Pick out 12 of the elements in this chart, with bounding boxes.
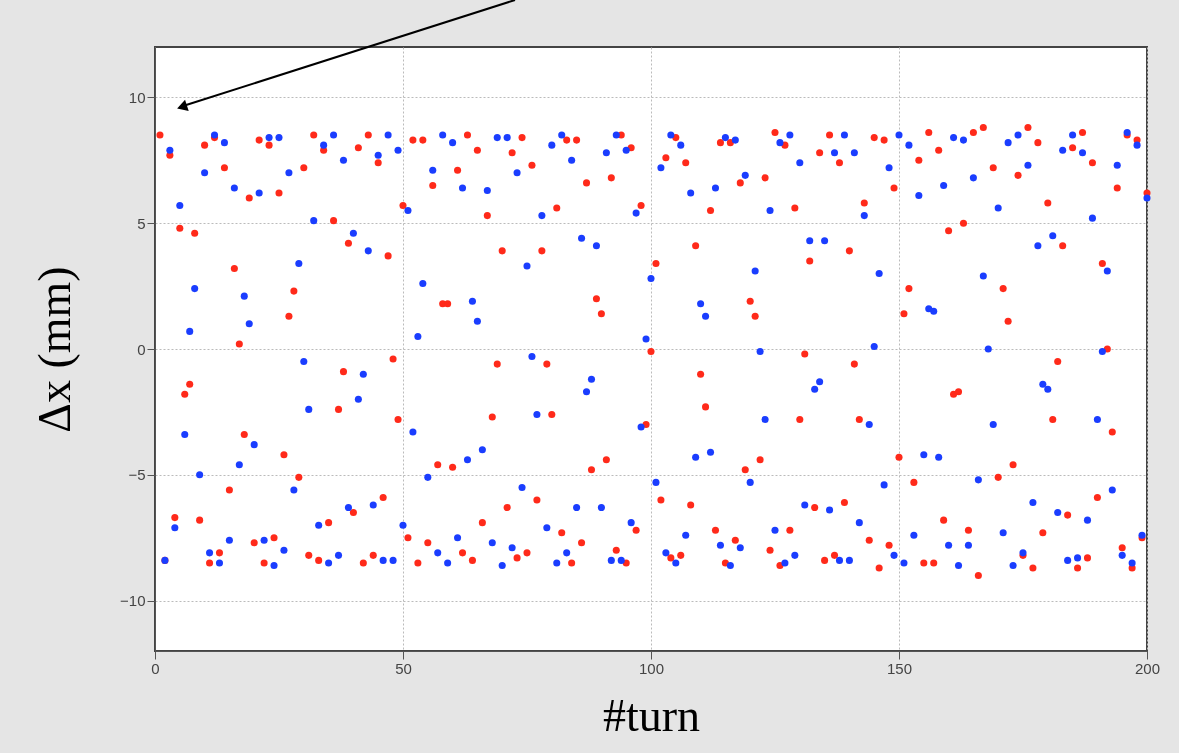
y-tick-label: 10	[128, 88, 146, 106]
x-tick-label: 100	[638, 659, 665, 677]
y-tick-label: 0	[137, 340, 146, 358]
x-tick-label: 200	[1134, 659, 1161, 677]
x-tick-label: 0	[151, 659, 160, 677]
y-axis-title: Δx (mm)	[29, 266, 81, 433]
x-tick-label: 50	[395, 659, 412, 677]
y-tick-label: 5	[137, 214, 146, 232]
y-tick-label: −5	[128, 466, 146, 484]
x-tick-label: 150	[886, 659, 913, 677]
x-axis-title: #turn	[602, 689, 701, 741]
y-tick-label: −10	[120, 592, 146, 610]
